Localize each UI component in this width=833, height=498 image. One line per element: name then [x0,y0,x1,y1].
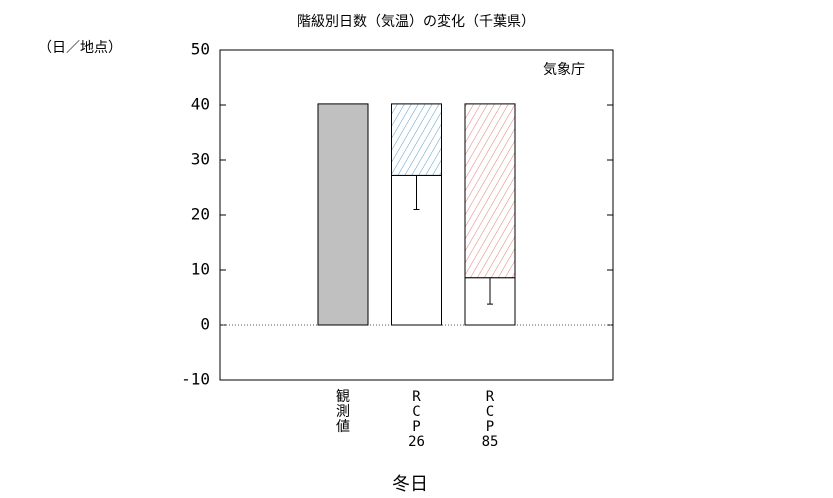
x-tick-label: C [486,404,494,420]
x-tick-label: 値 [336,419,350,435]
y-tick-label: -10 [181,370,210,389]
annotation: 気象庁 [543,62,585,78]
x-axis-label: 冬日 [392,474,428,495]
chart-title: 階級別日数（気温）の変化（千葉県） [297,13,535,30]
bar [317,103,369,326]
y-tick-label: 50 [191,40,210,59]
x-tick-label: R [412,389,421,405]
x-tick-label: P [412,419,420,435]
x-tick-label: P [486,419,494,435]
plot-frame [219,49,614,381]
x-tick-label: 測 [336,404,350,420]
x-tick-label: 26 [408,434,425,450]
y-tick-label: 40 [191,95,210,114]
y-tick-label: 20 [191,205,210,224]
y-tick-label: 30 [191,150,210,169]
x-tick-label: R [486,389,495,405]
x-tick-label: C [412,404,420,420]
y-tick-label: 10 [191,260,210,279]
y-axis-label: （日／地点） [38,40,122,56]
bar [391,103,442,176]
x-tick-label: 85 [482,434,499,450]
x-tick-label: 観 [336,388,350,405]
bar [464,103,516,279]
y-tick-label: 0 [200,315,210,334]
